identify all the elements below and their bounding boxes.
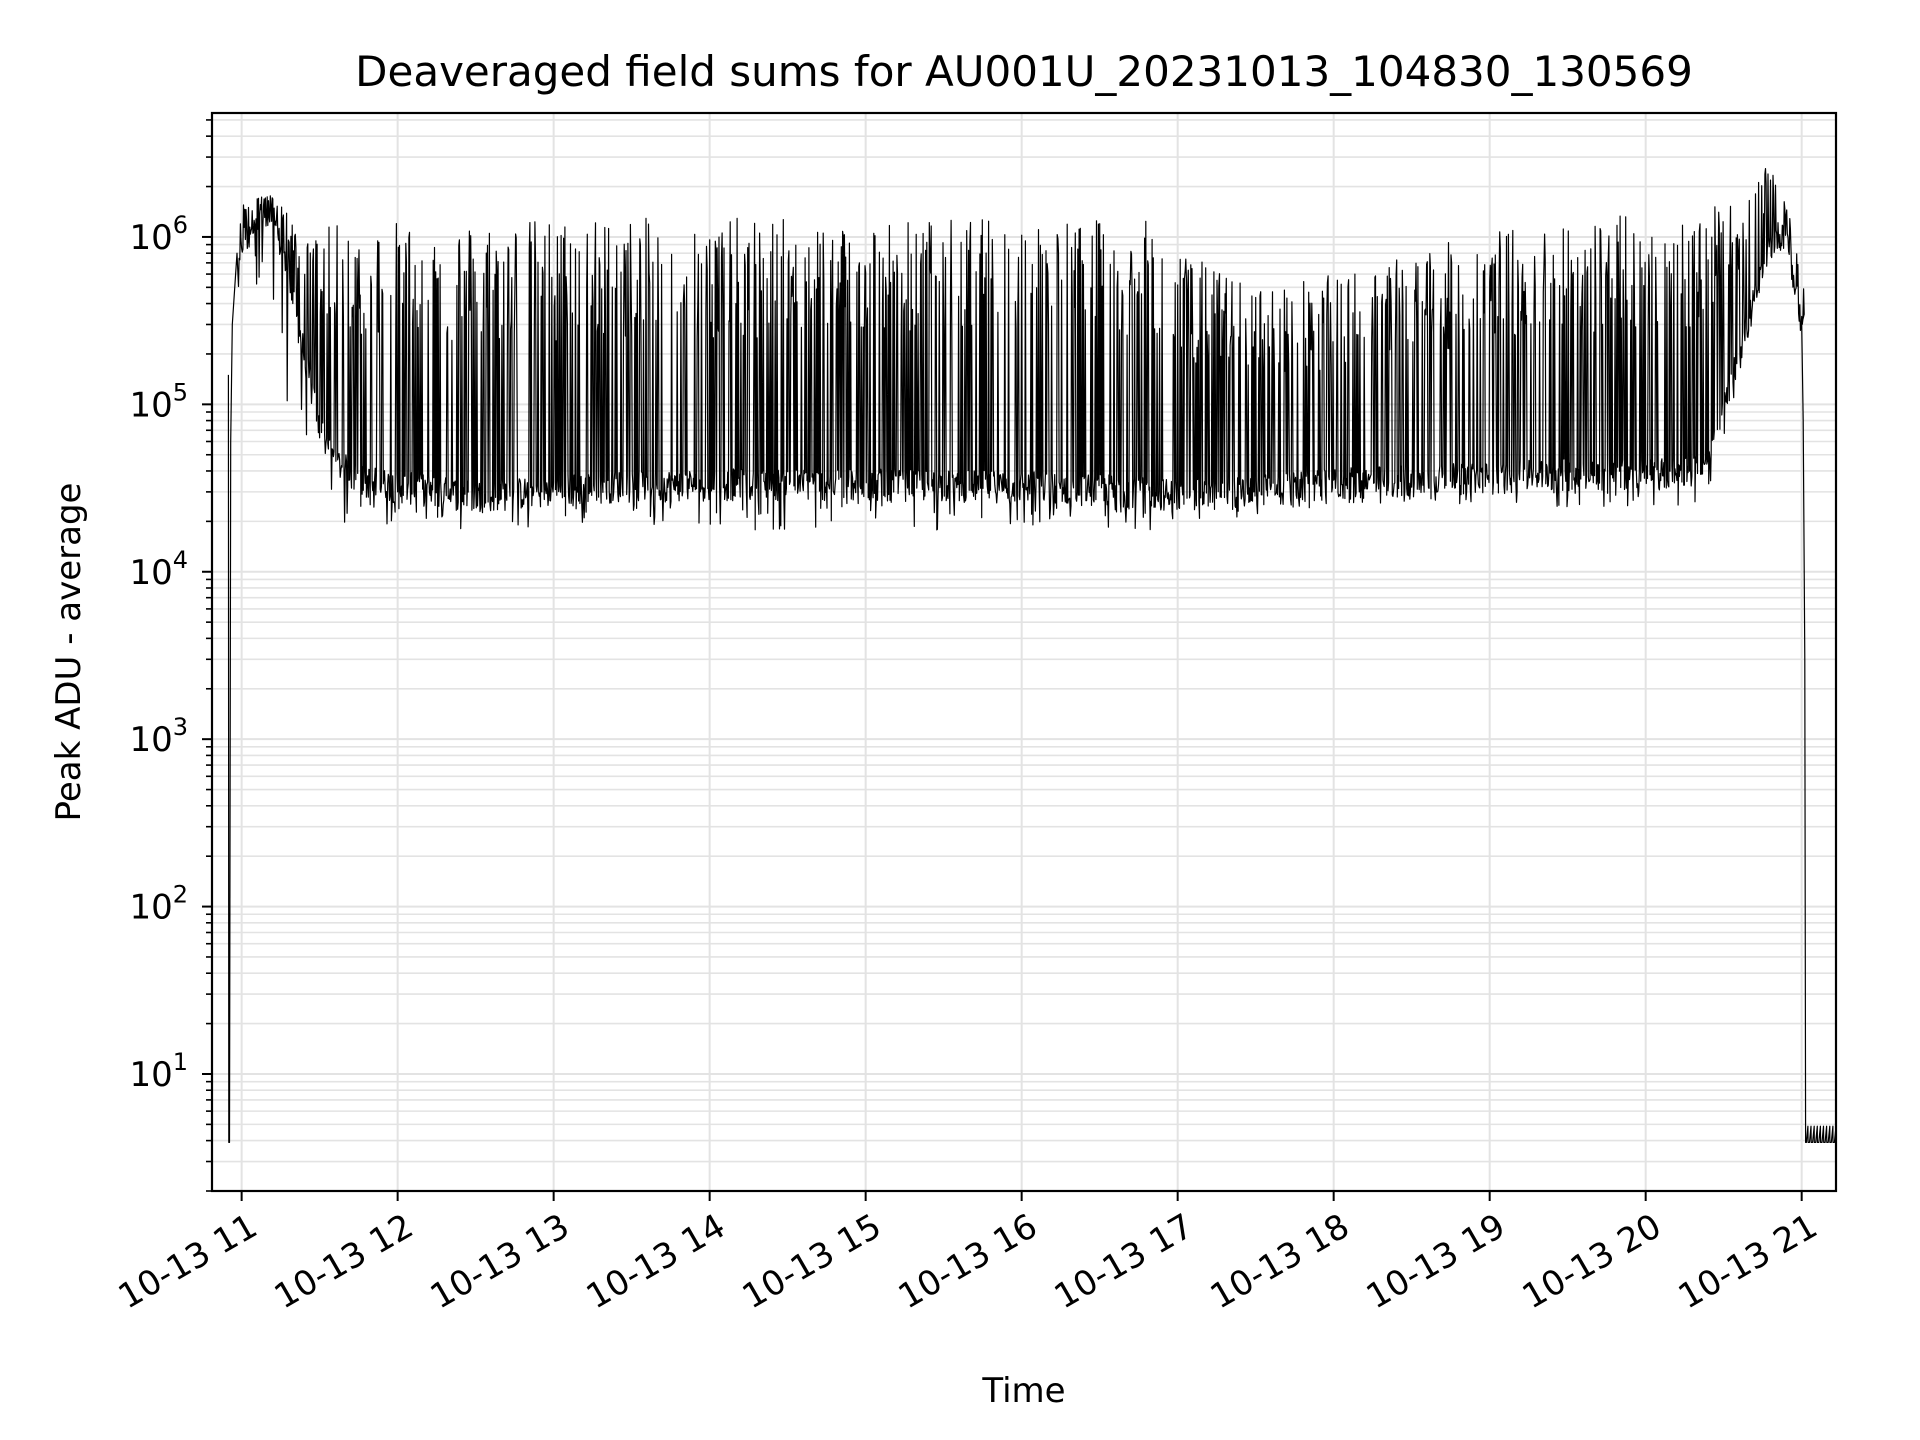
x-tick-label: 10-13 16 — [892, 1206, 1044, 1317]
y-axis-title: Peak ADU - average — [49, 483, 89, 822]
y-tick-label: 101 — [129, 1048, 188, 1095]
y-tick-label: 104 — [129, 546, 188, 593]
x-tick-label: 10-13 21 — [1672, 1206, 1824, 1317]
x-tick-label: 10-13 12 — [268, 1206, 420, 1317]
x-tick-label: 10-13 17 — [1048, 1206, 1200, 1317]
x-tick-label: 10-13 14 — [580, 1206, 732, 1317]
plot-frame — [210, 111, 1838, 1193]
chart-title: Deaveraged field sums for AU001U_2023101… — [355, 47, 1693, 96]
x-tick-label: 10-13 20 — [1516, 1206, 1668, 1317]
x-axis-title: Time — [981, 1371, 1065, 1411]
x-tick-label: 10-13 18 — [1204, 1206, 1356, 1317]
grid-layer — [212, 113, 1836, 1192]
y-tick-label: 106 — [129, 211, 188, 258]
series-line — [227, 168, 1837, 1143]
x-tick-label: 10-13 11 — [112, 1206, 264, 1317]
y-tick-label: 103 — [129, 713, 188, 760]
y-tick-label: 102 — [129, 881, 188, 928]
y-tick-label: 105 — [129, 378, 188, 425]
x-tick-label: 10-13 13 — [424, 1206, 576, 1317]
x-tick-label: 10-13 19 — [1360, 1206, 1512, 1317]
trace-layer — [227, 168, 1837, 1143]
x-tick-label: 10-13 15 — [736, 1206, 888, 1317]
